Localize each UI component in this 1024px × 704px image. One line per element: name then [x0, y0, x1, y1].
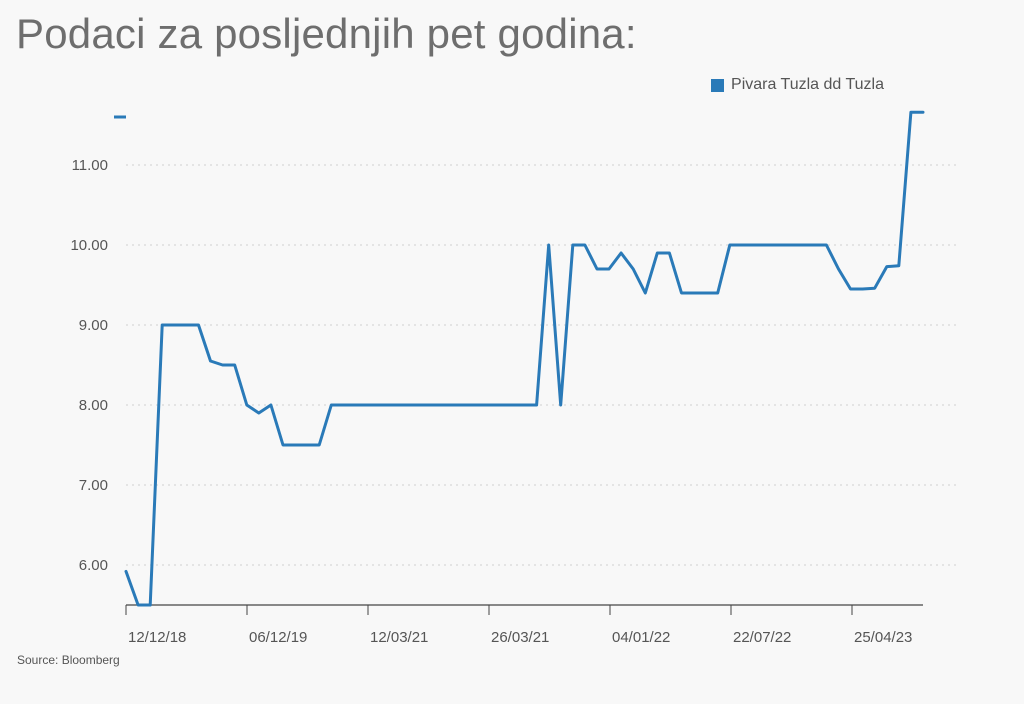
- x-tick-label: 26/03/21: [491, 629, 549, 646]
- series-line-pivara-tuzla: [124, 110, 925, 607]
- x-axis-ticks: 12/12/18 06/12/19 12/03/21 26/03/21 04/01/22…: [125, 605, 912, 646]
- x-tick-label: 04/01/22: [612, 629, 670, 646]
- legend-label: Pivara Tuzla dd Tuzla: [731, 76, 884, 93]
- y-tick-label: 9.00: [79, 317, 108, 334]
- legend-swatch: [711, 78, 725, 92]
- x-tick-label: 25/04/23: [854, 629, 912, 646]
- y-tick-label: 7.00: [79, 477, 108, 494]
- y-tick-label: 8.00: [79, 397, 108, 414]
- y-axis-ticks: 6.00 7.00 8.00 9.00 10.00 11.00: [70, 157, 108, 574]
- y-tick-label: 11.00: [72, 157, 108, 174]
- y-tick-label: 10.00: [70, 237, 108, 254]
- source-note: Source: Bloomberg: [17, 653, 120, 667]
- y-tick-label: 6.00: [79, 557, 108, 574]
- chart-legend: Pivara Tuzla dd Tuzla: [711, 76, 884, 94]
- x-tick-label: 06/12/19: [249, 629, 307, 646]
- x-tick-label: 12/12/18: [128, 629, 186, 646]
- grid-lines: [126, 164, 958, 566]
- x-tick-label: 12/03/21: [370, 629, 428, 646]
- x-tick-label: 22/07/22: [733, 629, 791, 646]
- page-title: Podaci za posljednjih pet godina:: [16, 10, 637, 57]
